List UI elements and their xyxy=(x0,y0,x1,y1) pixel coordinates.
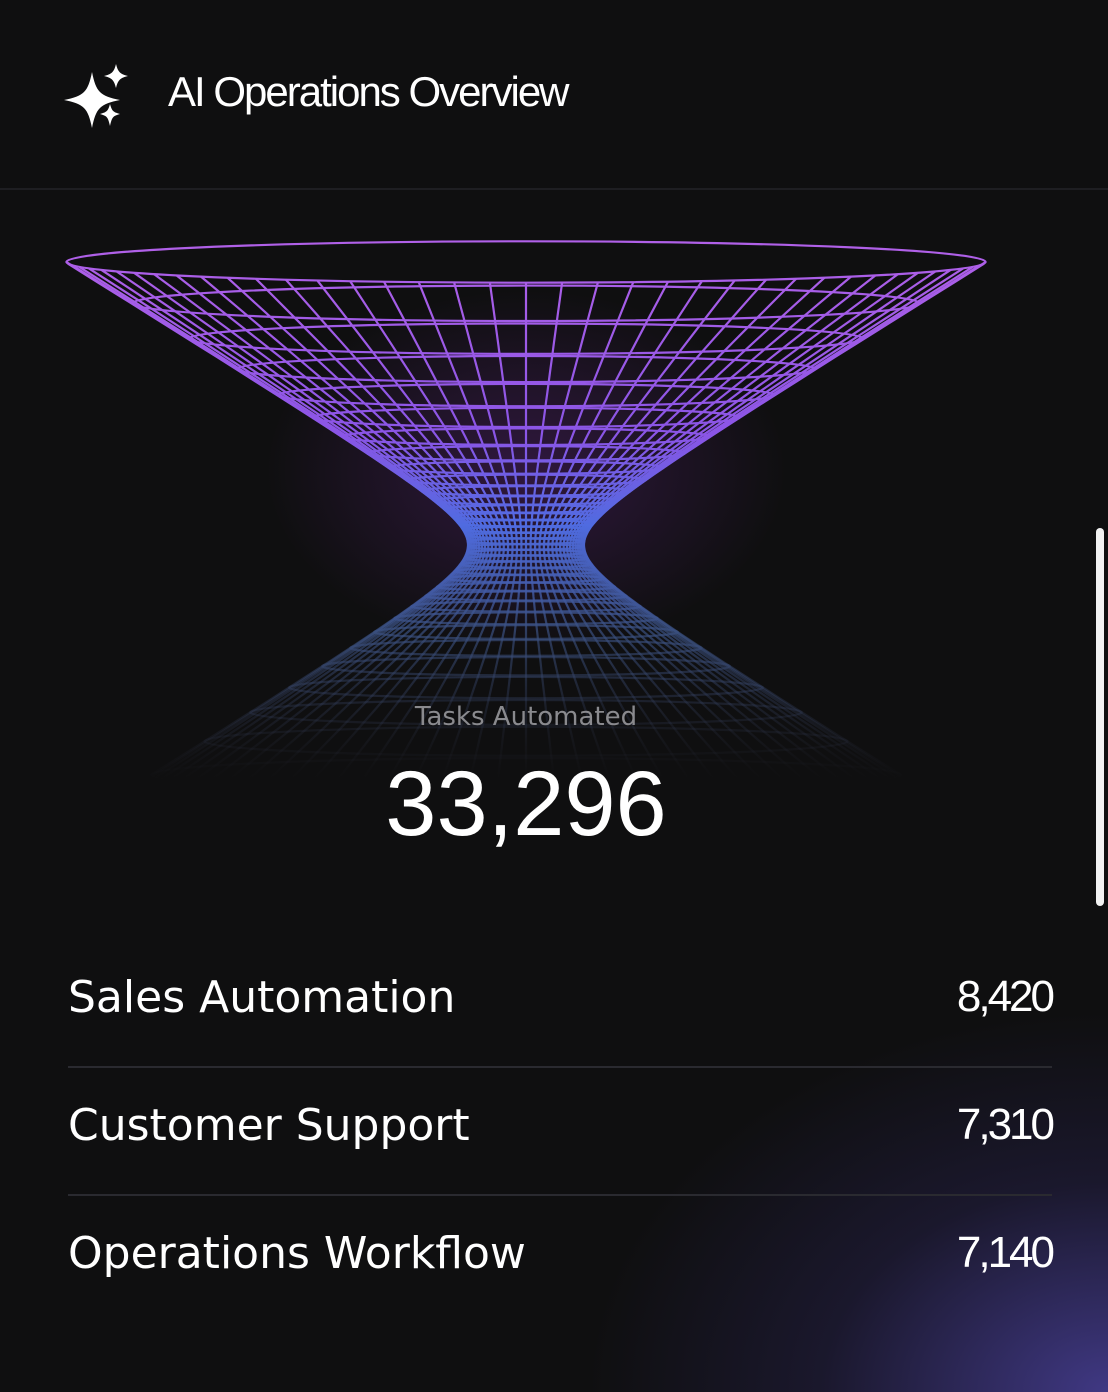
row-value: 7,310 xyxy=(956,1100,1055,1149)
funnel-meridian xyxy=(580,267,964,782)
funnel-meridian xyxy=(88,267,472,782)
funnel-meridian xyxy=(67,262,470,778)
funnel-meridian xyxy=(578,268,952,783)
funnel-meridian xyxy=(582,262,985,778)
funnel-meridian xyxy=(574,271,919,785)
funnel-meridian xyxy=(226,276,490,789)
funnel-meridian xyxy=(547,280,703,792)
funnel-meridian xyxy=(417,281,514,792)
list-row: Sales Automation 8,420 xyxy=(68,940,1055,1068)
funnel-meridian xyxy=(284,278,497,791)
list-row: Operations Workflow 7,140 xyxy=(68,1196,1055,1324)
row-value: 7,140 xyxy=(956,1228,1055,1277)
funnel-meridian xyxy=(582,261,987,776)
funnel-meridian xyxy=(100,268,474,783)
funnel-meridian xyxy=(529,282,564,792)
metric-label: Tasks Automated xyxy=(414,702,638,732)
funnel-meridian xyxy=(562,276,826,789)
funnel-meridian xyxy=(200,275,487,788)
divider xyxy=(68,1066,1052,1068)
funnel-meridian xyxy=(383,281,510,792)
funnel-meridian xyxy=(349,280,505,792)
header-title: AI Operations Overview xyxy=(168,68,570,115)
funnel-meridian xyxy=(153,273,481,786)
list-row: Customer Support 7,310 xyxy=(68,1068,1055,1196)
funnel-meridian xyxy=(576,270,937,784)
row-value: 8,420 xyxy=(956,972,1055,1021)
funnel-meridian xyxy=(555,278,768,791)
funnel-meridian xyxy=(542,281,669,792)
funnel-meridian xyxy=(533,282,599,792)
row-label: Operations Workflow xyxy=(68,1228,526,1279)
funnel-meridian xyxy=(538,281,635,792)
funnel-meridian xyxy=(488,282,523,792)
funnel-ring xyxy=(65,240,987,284)
funnel-meridian xyxy=(133,271,478,785)
funnel-meridian xyxy=(568,274,877,787)
header: AI Operations Overview xyxy=(0,0,1108,190)
funnel-meridian xyxy=(115,270,476,784)
divider xyxy=(68,1194,1052,1196)
funnel-meridian xyxy=(316,279,501,791)
scrollbar[interactable] xyxy=(1096,528,1104,906)
metric-value: 33,296 xyxy=(385,753,667,855)
funnel-meridian xyxy=(551,279,736,791)
row-label: Sales Automation xyxy=(68,972,456,1023)
funnel-meridian xyxy=(558,277,797,790)
funnel-meridian xyxy=(571,273,899,786)
funnel-meridian xyxy=(65,261,470,776)
funnel-meridian xyxy=(581,265,974,780)
funnel-meridian xyxy=(453,282,519,792)
funnel-meridian xyxy=(565,275,852,788)
row-label: Customer Support xyxy=(68,1100,470,1151)
funnel-graphic xyxy=(64,64,987,793)
funnel-meridian xyxy=(255,277,493,790)
sparkle-icon xyxy=(64,64,128,128)
funnel-meridian xyxy=(175,274,483,787)
